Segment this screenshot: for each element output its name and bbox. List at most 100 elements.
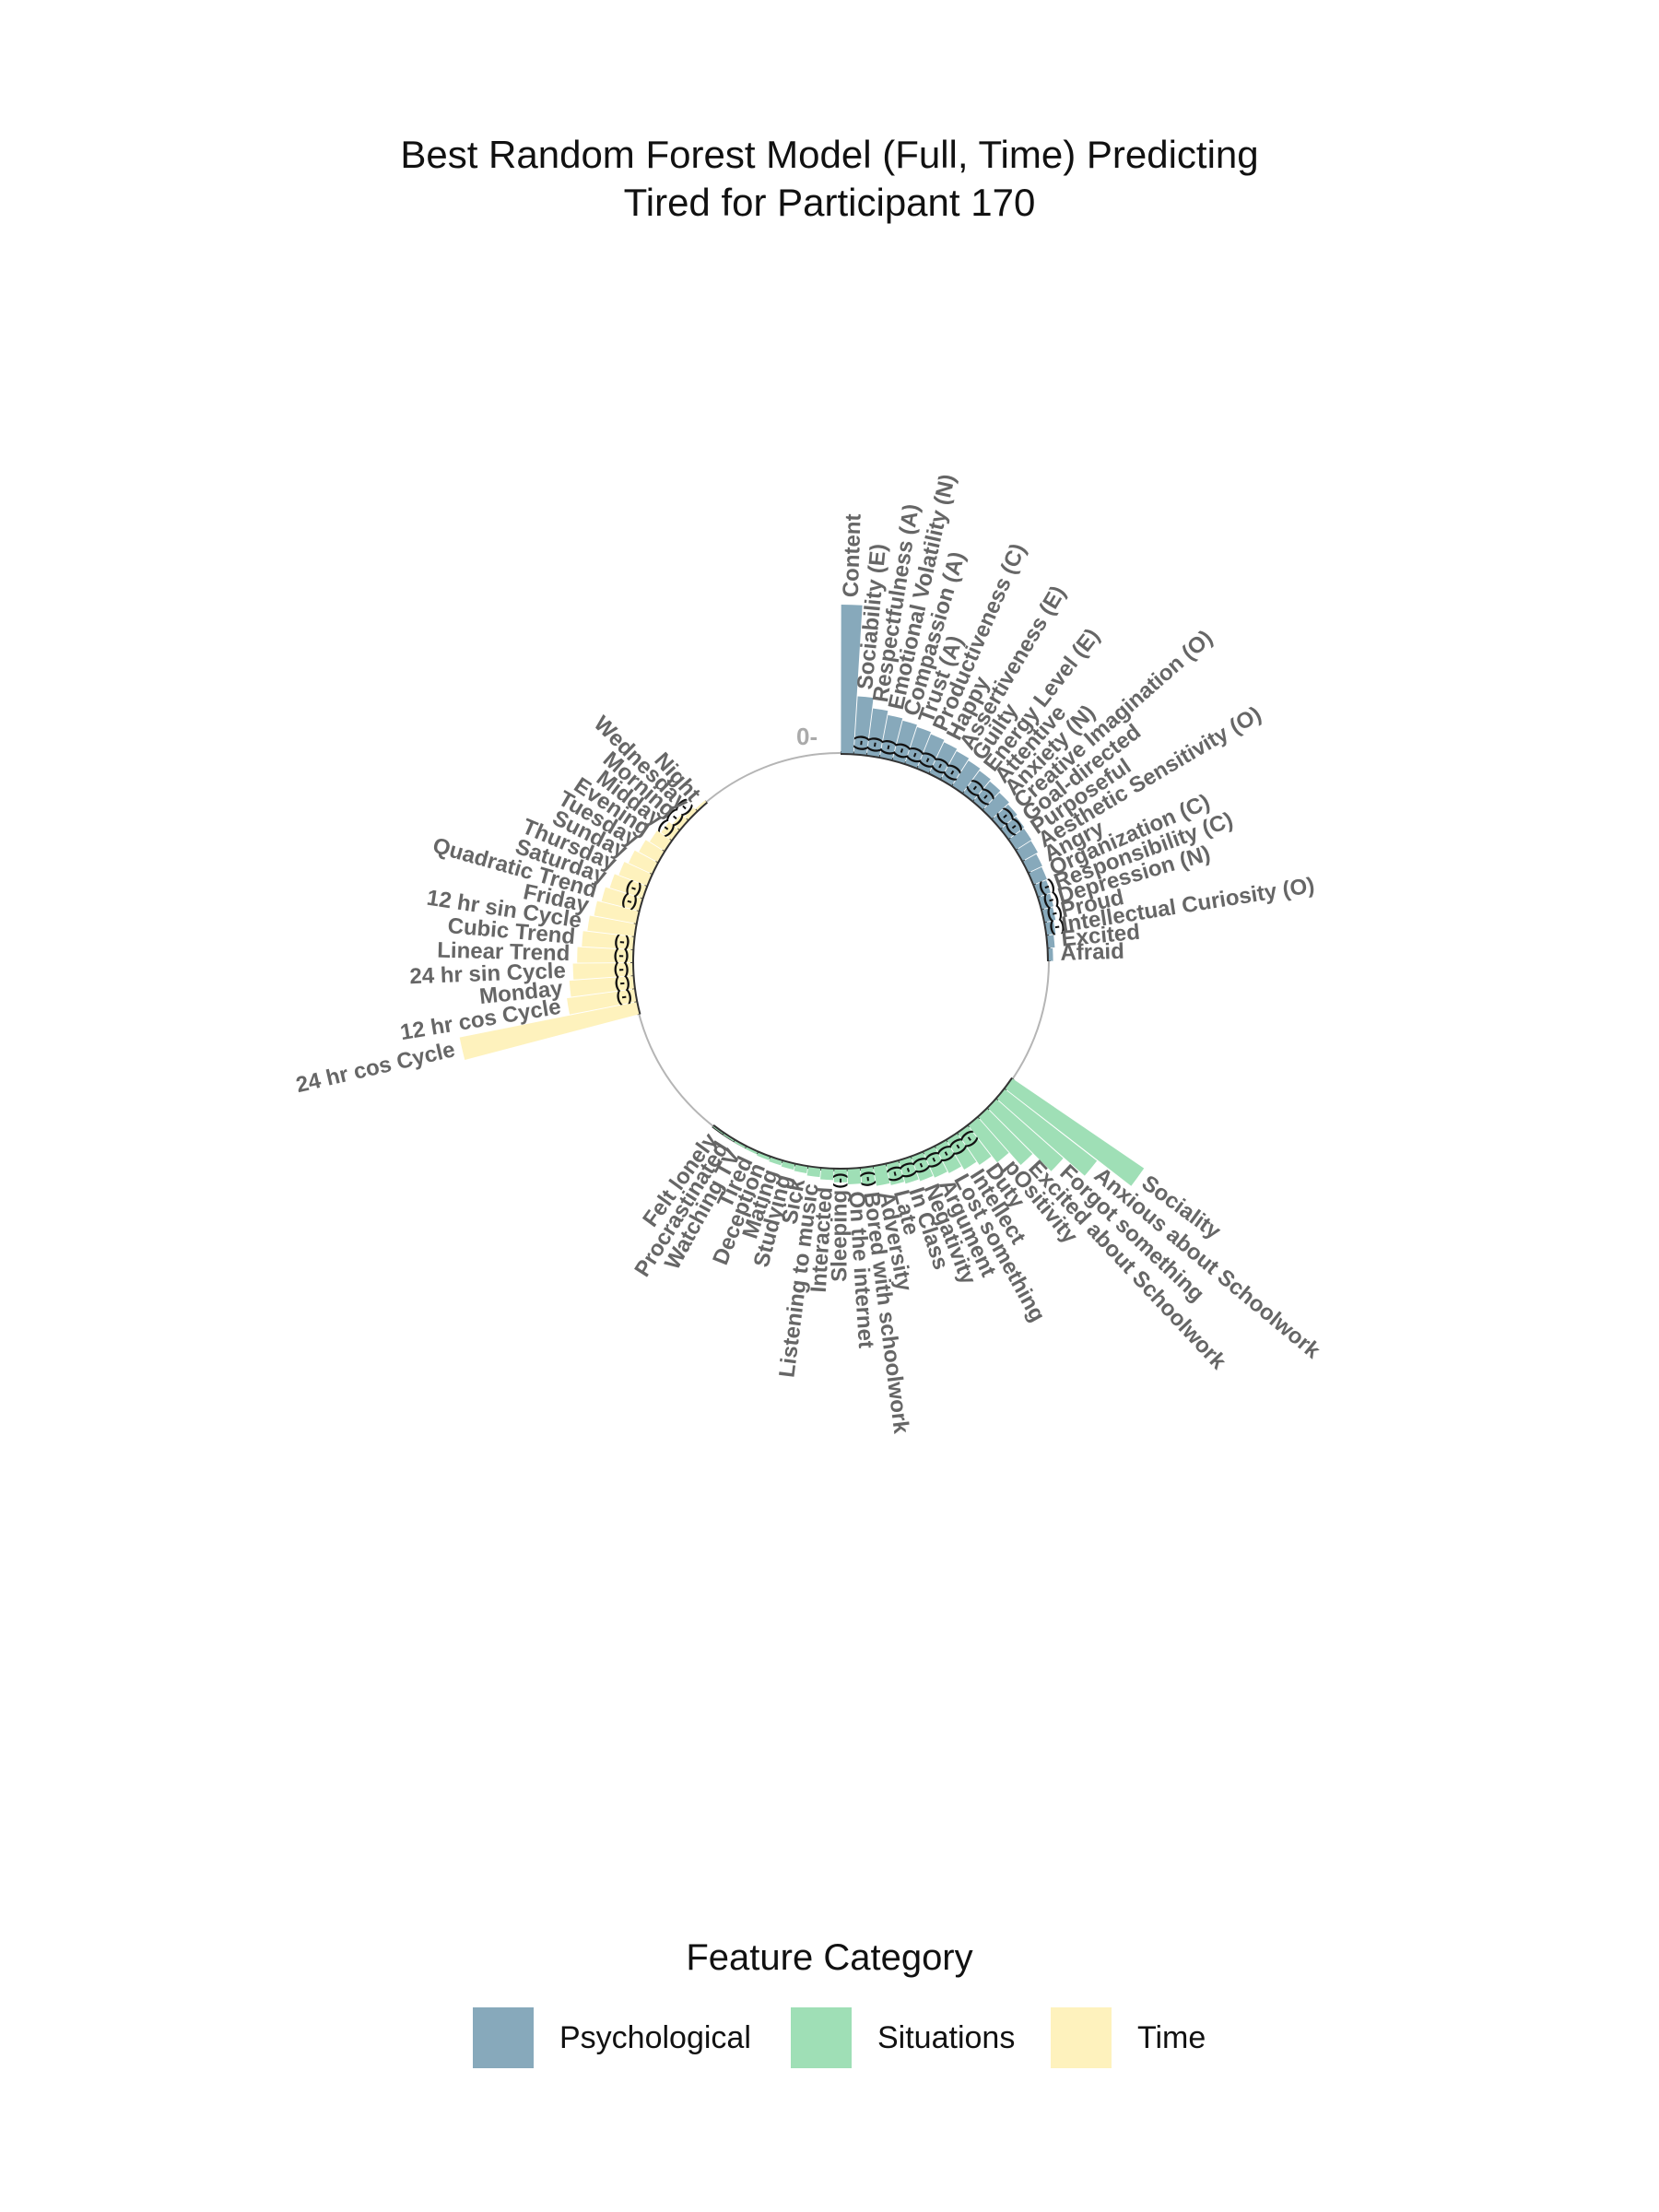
bar-purposeful bbox=[1009, 829, 1032, 850]
bar-intellectual-curiosity-o bbox=[1045, 921, 1056, 935]
negative-marker-in-class: (-) bbox=[899, 1159, 920, 1180]
bar-wednesday bbox=[685, 807, 697, 820]
bar-saturday bbox=[609, 874, 647, 899]
bar-compassion-a bbox=[892, 720, 917, 763]
negative-marker-quadratic-trend: (-) bbox=[620, 890, 641, 912]
bar-quadratic-trend bbox=[601, 887, 642, 911]
bar-productiveness-c bbox=[917, 734, 945, 773]
bar-excited-about-schoolwork bbox=[978, 1109, 1033, 1165]
bar-anxious-about-schoolwork bbox=[996, 1088, 1098, 1176]
group-baseline-time bbox=[630, 800, 709, 1016]
legend-swatch-situations bbox=[791, 2007, 852, 2068]
bar-in-class bbox=[899, 1157, 919, 1184]
bar-bored-with-schoolwork bbox=[860, 1167, 876, 1186]
legend-label-psychological: Psychological bbox=[559, 2020, 751, 2055]
bar-guilty bbox=[952, 760, 981, 793]
group-baseline-situations bbox=[712, 1077, 1015, 1171]
bar-content bbox=[841, 605, 863, 754]
bar-happy bbox=[929, 742, 958, 779]
bar-duty bbox=[958, 1125, 992, 1165]
bar-creative-imagination-o bbox=[993, 804, 1018, 829]
bar-interacted bbox=[820, 1169, 834, 1181]
bar-felt-lonely bbox=[712, 1125, 724, 1135]
bar-on-the-internet bbox=[847, 1169, 862, 1184]
negative-marker-respectfulness-a: (-) bbox=[865, 735, 884, 754]
negative-marker-12-hr-cos-cycle: (-) bbox=[615, 986, 633, 1006]
negative-marker-saturday: (-) bbox=[624, 877, 644, 899]
negative-marker-depression-n: (-) bbox=[1041, 888, 1061, 910]
bar-excited bbox=[1047, 935, 1055, 948]
bar-cubic-trend bbox=[582, 931, 634, 949]
bar-studying bbox=[781, 1161, 795, 1171]
bar-mating bbox=[769, 1157, 782, 1166]
negative-marker-sociability-e: (-) bbox=[851, 735, 870, 752]
bar-night bbox=[695, 800, 707, 811]
legend-swatch-time bbox=[1051, 2007, 1112, 2068]
bar-monday bbox=[569, 976, 634, 997]
bar-listening-to-music bbox=[806, 1167, 821, 1178]
chart-title-line-1: Best Random Forest Model (Full, Time) Pr… bbox=[400, 133, 1259, 176]
bar-linear-trend bbox=[577, 947, 633, 963]
bar-tuesday bbox=[639, 840, 665, 863]
bar-respectfulness-a bbox=[866, 708, 888, 757]
negative-marker-productiveness-c: (-) bbox=[915, 749, 937, 771]
bar-positivity bbox=[968, 1117, 1009, 1163]
radial-axis bbox=[630, 751, 1051, 1171]
bar-aesthetic-sensitivity-o bbox=[1017, 841, 1038, 861]
bar-proud bbox=[1041, 907, 1056, 923]
bar-anxiety-n bbox=[982, 793, 1009, 819]
bar-morning bbox=[672, 814, 688, 830]
negative-marker-linear-trend: (-) bbox=[613, 946, 629, 963]
bar-attentive bbox=[973, 781, 1001, 809]
radial-zero-tick-label: 0- bbox=[796, 723, 818, 750]
bar-assertiveness-e bbox=[941, 750, 970, 785]
bar-angry bbox=[1023, 853, 1042, 873]
negative-marker-happy: (-) bbox=[928, 755, 951, 777]
bar-sociability-e bbox=[853, 696, 874, 755]
bar-intellect bbox=[947, 1134, 977, 1170]
category-label-24-hr-sin-cycle: 24 hr sin Cycle bbox=[409, 959, 566, 989]
negative-marker-emotional-volatility-n: (-) bbox=[877, 737, 898, 757]
bar-organization-c bbox=[1029, 866, 1047, 885]
negative-marker-compassion-a: (-) bbox=[890, 740, 912, 760]
bar-trust-a bbox=[905, 726, 932, 768]
negative-marker-argument: (-) bbox=[924, 1148, 946, 1170]
category-label-linear-trend: Linear Trend bbox=[437, 938, 571, 967]
bar-sick bbox=[794, 1164, 808, 1173]
bars bbox=[459, 605, 1145, 1186]
legend-title: Feature Category bbox=[686, 1937, 973, 1978]
legend-swatch-psychological bbox=[473, 2007, 534, 2068]
bar-goal-directed bbox=[1001, 817, 1025, 839]
bar-tired bbox=[745, 1147, 758, 1155]
bar-depression-n bbox=[1039, 893, 1054, 910]
negative-marker-trust-a: (-) bbox=[903, 745, 925, 765]
bar-deception bbox=[757, 1152, 771, 1160]
bar-sunday bbox=[628, 850, 658, 874]
negative-marker-proud: (-) bbox=[1045, 902, 1065, 923]
bar-watching-tv bbox=[734, 1140, 747, 1148]
bar-late bbox=[886, 1161, 905, 1185]
bar-thursday bbox=[618, 862, 652, 886]
legend-label-situations: Situations bbox=[877, 2020, 1016, 2055]
category-label-sleeping: Sleeping bbox=[827, 1190, 852, 1282]
negative-marker-sleeping: (-) bbox=[833, 1173, 851, 1189]
bar-procrastinated bbox=[723, 1134, 735, 1142]
bar-friday bbox=[594, 900, 639, 924]
negative-marker-responsibility-c: (-) bbox=[1036, 876, 1056, 898]
bar-afraid bbox=[1048, 947, 1053, 961]
category-label-24-hr-cos-cycle: 24 hr cos Cycle bbox=[294, 1037, 458, 1098]
negative-marker-cubic-trend: (-) bbox=[614, 932, 631, 950]
category-label-afraid: Afraid bbox=[1060, 939, 1124, 966]
bar-12-hr-cos-cycle bbox=[567, 989, 637, 1015]
bar-12-hr-sin-cycle bbox=[587, 915, 636, 936]
negative-marker-intellectual-curiosity-o: (-) bbox=[1048, 916, 1066, 935]
legend-label-time: Time bbox=[1137, 2020, 1206, 2055]
bar-evening bbox=[649, 830, 672, 851]
bar-24-hr-sin-cycle bbox=[572, 962, 633, 980]
bar-energy-level-e bbox=[963, 771, 991, 801]
group-baseline-psychological bbox=[840, 751, 1051, 962]
negative-marker-bored-with-schoolwork: (-) bbox=[859, 1170, 878, 1187]
